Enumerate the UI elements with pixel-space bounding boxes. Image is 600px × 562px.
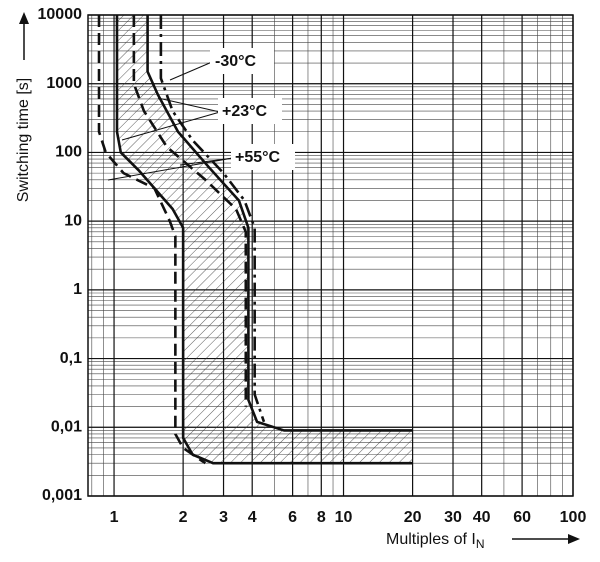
x-tick-label: 60 [513,509,531,526]
x-tick-label: 6 [288,509,297,526]
annotation-box [210,48,274,74]
annotation-box [218,98,282,124]
x-axis-label-text: Multiples of I [386,531,476,548]
annotation-box [231,144,295,170]
curve [115,15,413,465]
y-axis-label: Switching time [s] [15,78,32,202]
x-axis-arrowhead [568,534,580,544]
curve [132,15,248,407]
grid [88,14,574,497]
plot-frame [87,14,574,497]
annotation: -30°C [215,53,257,70]
x-tick-label: 10 [335,509,353,526]
curve [97,15,207,465]
y-tick-label: 1 [73,281,82,298]
y-tick-label: 10000 [38,6,83,23]
curve [146,15,413,432]
tolerance-band [116,15,413,464]
x-axis-label: Multiples of IN [386,531,484,551]
x-tick-label: 8 [317,509,326,526]
y-tick-label: 0,01 [51,419,82,436]
y-tick-label: 10 [64,212,82,229]
annotation: +55°C [235,149,281,166]
y-tick-label: 1000 [46,75,82,92]
y-tick-label: 0,1 [60,350,82,367]
x-tick-label: 3 [219,509,228,526]
x-tick-label: 1 [110,509,119,526]
x-tick-label: 4 [248,509,257,526]
x-tick-label: 2 [179,509,188,526]
x-tick-label: 100 [560,509,587,526]
annotation: +23°C [222,103,268,120]
x-tick-label: 30 [444,509,462,526]
labels: 1 2 3 4 6 8 10 20 30 40 60 100 0,001 0,01 0,1 1 10 100 100… [38,6,587,526]
y-tick-label: 0,001 [42,487,82,504]
curve [159,15,266,423]
plot-area [97,15,413,465]
y-tick-label: 100 [55,144,82,161]
annotation-leaders [107,61,234,181]
y-axis-arrowhead [19,12,29,24]
x-axis-label-subscript: N [476,537,485,551]
x-tick-label: 40 [473,509,491,526]
x-tick-label: 20 [404,509,422,526]
